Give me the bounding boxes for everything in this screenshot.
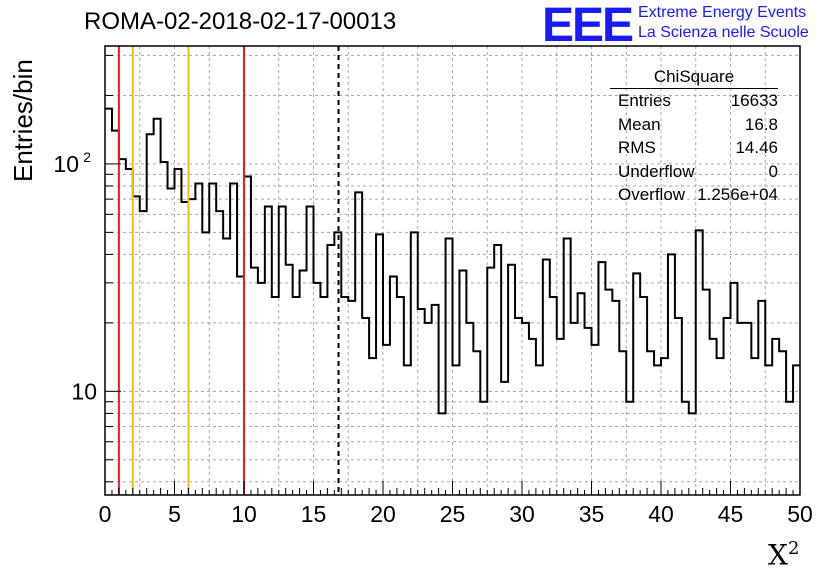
y-axis-label: Entries/bin <box>8 59 38 182</box>
stats-key: Entries <box>618 91 671 110</box>
x-tick-label: 35 <box>579 501 605 527</box>
x-axis-ticks: 0 5 10 15 20 25 30 35 40 45 50 <box>99 481 813 527</box>
stats-row-mean: Mean 16.8 <box>610 113 778 137</box>
x-tick-label: 0 <box>99 501 112 527</box>
x-tick-label: 50 <box>787 501 813 527</box>
x-axis-label-base: X <box>768 538 788 572</box>
stats-value: 16.8 <box>744 114 778 134</box>
eee-logo: EEE <box>542 0 634 52</box>
stats-key: Mean <box>618 114 661 134</box>
y-tick-label-exponent: 2 <box>83 149 91 165</box>
stats-value: 1.256e+04 <box>697 185 778 204</box>
logo-text-line1: Extreme Energy Events <box>638 4 807 21</box>
x-tick-label: 10 <box>231 501 257 527</box>
x-tick-label: 20 <box>370 501 396 527</box>
stats-row-entries: Entries 16633 <box>610 89 778 113</box>
y-tick-label: 10 <box>53 151 79 177</box>
chart-title: ROMA-02-2018-02-17-00013 <box>84 8 397 35</box>
stats-row-underflow: Underflow 0 <box>610 160 778 184</box>
x-tick-label: 15 <box>301 501 327 527</box>
stats-title: ChiSquare <box>610 66 778 89</box>
histogram-series <box>105 107 800 415</box>
x-tick-label: 30 <box>509 501 535 527</box>
x-tick-label: 45 <box>718 501 744 527</box>
histogram-line <box>105 107 800 415</box>
stats-key: Overflow <box>618 185 686 204</box>
x-axis-label: X2 <box>768 538 799 571</box>
x-axis-label-sup: 2 <box>787 538 800 559</box>
stats-row-rms: RMS 14.46 <box>610 136 778 160</box>
stats-value: 14.46 <box>735 138 778 157</box>
stats-row-overflow: Overflow 1.256e+04 <box>610 183 778 207</box>
vertical-markers <box>117 46 340 495</box>
stats-key: Underflow <box>618 161 695 181</box>
x-tick-label: 5 <box>168 501 181 527</box>
grid-lines <box>105 46 800 495</box>
stats-box: ChiSquare Entries 16633 Mean 16.8 RMS 14.46… <box>610 66 778 207</box>
x-tick-label: 25 <box>440 501 466 527</box>
stats-value: 0 <box>768 161 778 181</box>
stats-key: RMS <box>618 138 656 157</box>
x-tick-label: 40 <box>648 501 674 527</box>
y-tick-label: 10 <box>71 378 97 404</box>
stats-value: 16633 <box>730 91 778 110</box>
logo-text-line2: La Scienza nelle Scuole <box>638 24 809 41</box>
